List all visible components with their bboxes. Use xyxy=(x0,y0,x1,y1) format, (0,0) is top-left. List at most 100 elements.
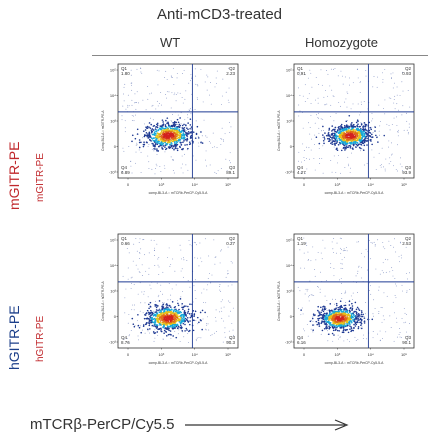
event-dot xyxy=(369,126,372,129)
event-dot xyxy=(342,316,344,318)
event-dot xyxy=(188,342,190,343)
event-dot xyxy=(343,144,345,147)
event-dot xyxy=(157,150,159,152)
event-dot xyxy=(322,172,324,174)
event-dot xyxy=(189,135,192,138)
event-dot xyxy=(328,134,330,137)
event-dot xyxy=(346,138,349,141)
event-dot xyxy=(194,137,197,139)
event-dot xyxy=(366,163,368,164)
event-dot xyxy=(396,321,398,323)
event-dot xyxy=(183,310,186,312)
event-dot xyxy=(390,245,392,246)
event-dot xyxy=(336,141,339,143)
event-dot xyxy=(333,155,335,157)
event-dot xyxy=(208,255,210,257)
event-dot xyxy=(124,120,126,122)
event-dot xyxy=(155,143,157,145)
event-dot xyxy=(184,320,187,323)
x-axis-caption: comp-BL3-A :: mTCRb-PerCP-Cy5-5-A xyxy=(325,191,385,195)
event-dot xyxy=(345,310,347,313)
event-dot xyxy=(184,330,186,332)
event-dot xyxy=(164,315,167,318)
event-dot xyxy=(320,322,323,325)
event-dot xyxy=(158,139,160,141)
event-dot xyxy=(155,125,158,128)
event-dot xyxy=(185,164,187,166)
event-dot xyxy=(373,156,375,158)
event-dot xyxy=(319,288,321,290)
event-dot xyxy=(189,110,190,112)
event-dot xyxy=(357,326,360,328)
event-dot xyxy=(336,139,339,142)
event-dot xyxy=(340,249,342,251)
event-dot xyxy=(320,311,322,314)
event-dot xyxy=(326,316,328,319)
event-dot xyxy=(355,308,358,311)
event-dot xyxy=(346,91,348,93)
event-dot xyxy=(189,303,191,306)
event-dot xyxy=(161,319,164,321)
event-dot xyxy=(352,141,355,143)
event-dot xyxy=(406,313,407,315)
event-dot xyxy=(373,241,375,243)
event-dot xyxy=(335,298,336,300)
event-dot xyxy=(350,141,353,144)
event-dot xyxy=(326,314,328,316)
event-dot xyxy=(331,137,333,139)
event-dot xyxy=(204,81,206,83)
event-dot xyxy=(341,314,344,317)
event-dot xyxy=(185,327,188,330)
event-dot xyxy=(179,134,182,136)
event-dot xyxy=(344,290,346,292)
event-dot xyxy=(141,329,143,331)
event-dot xyxy=(345,128,347,130)
event-dot xyxy=(150,140,152,142)
event-dot xyxy=(356,132,358,135)
event-dot xyxy=(379,164,381,166)
event-dot xyxy=(147,330,149,332)
event-dot xyxy=(142,325,145,328)
event-dot xyxy=(170,316,172,319)
event-dot xyxy=(322,139,325,142)
event-dot xyxy=(395,283,396,285)
event-dot xyxy=(331,332,334,335)
event-dot xyxy=(335,172,337,174)
event-dot xyxy=(153,340,155,342)
event-dot xyxy=(171,121,173,123)
event-dot xyxy=(162,271,164,273)
event-dot xyxy=(317,102,319,104)
event-dot xyxy=(329,333,331,335)
event-dot xyxy=(315,136,318,139)
quadrant-name: Q2 xyxy=(405,236,412,241)
event-dot xyxy=(331,316,334,318)
event-dot xyxy=(180,258,182,260)
event-dot xyxy=(395,251,397,253)
event-dot xyxy=(161,311,164,314)
event-dot xyxy=(221,95,223,97)
event-dot xyxy=(140,71,142,73)
event-dot xyxy=(165,119,167,122)
quadrant-name: Q2 xyxy=(229,66,236,71)
event-dot xyxy=(352,82,354,84)
event-dot xyxy=(378,310,380,312)
event-dot xyxy=(333,137,336,139)
event-dot xyxy=(123,338,125,340)
x-axis-marker-label: mTCRβ-PerCP/Cy5.5 xyxy=(30,416,355,433)
event-dot xyxy=(299,94,301,96)
event-dot xyxy=(350,327,353,329)
y-tick-label: 0 xyxy=(290,314,293,319)
event-dot xyxy=(303,252,305,254)
event-dot xyxy=(174,314,176,317)
event-dot xyxy=(358,309,361,312)
event-dot xyxy=(140,302,142,304)
event-dot xyxy=(307,288,309,290)
x-tick-label: 10⁵ xyxy=(401,182,407,187)
event-dot xyxy=(198,265,200,267)
event-dot xyxy=(177,125,180,128)
quadrant-name: Q3 xyxy=(229,165,236,170)
event-dot xyxy=(164,125,167,128)
event-dot xyxy=(161,119,164,121)
event-dot xyxy=(169,320,172,323)
event-dot xyxy=(172,258,174,260)
